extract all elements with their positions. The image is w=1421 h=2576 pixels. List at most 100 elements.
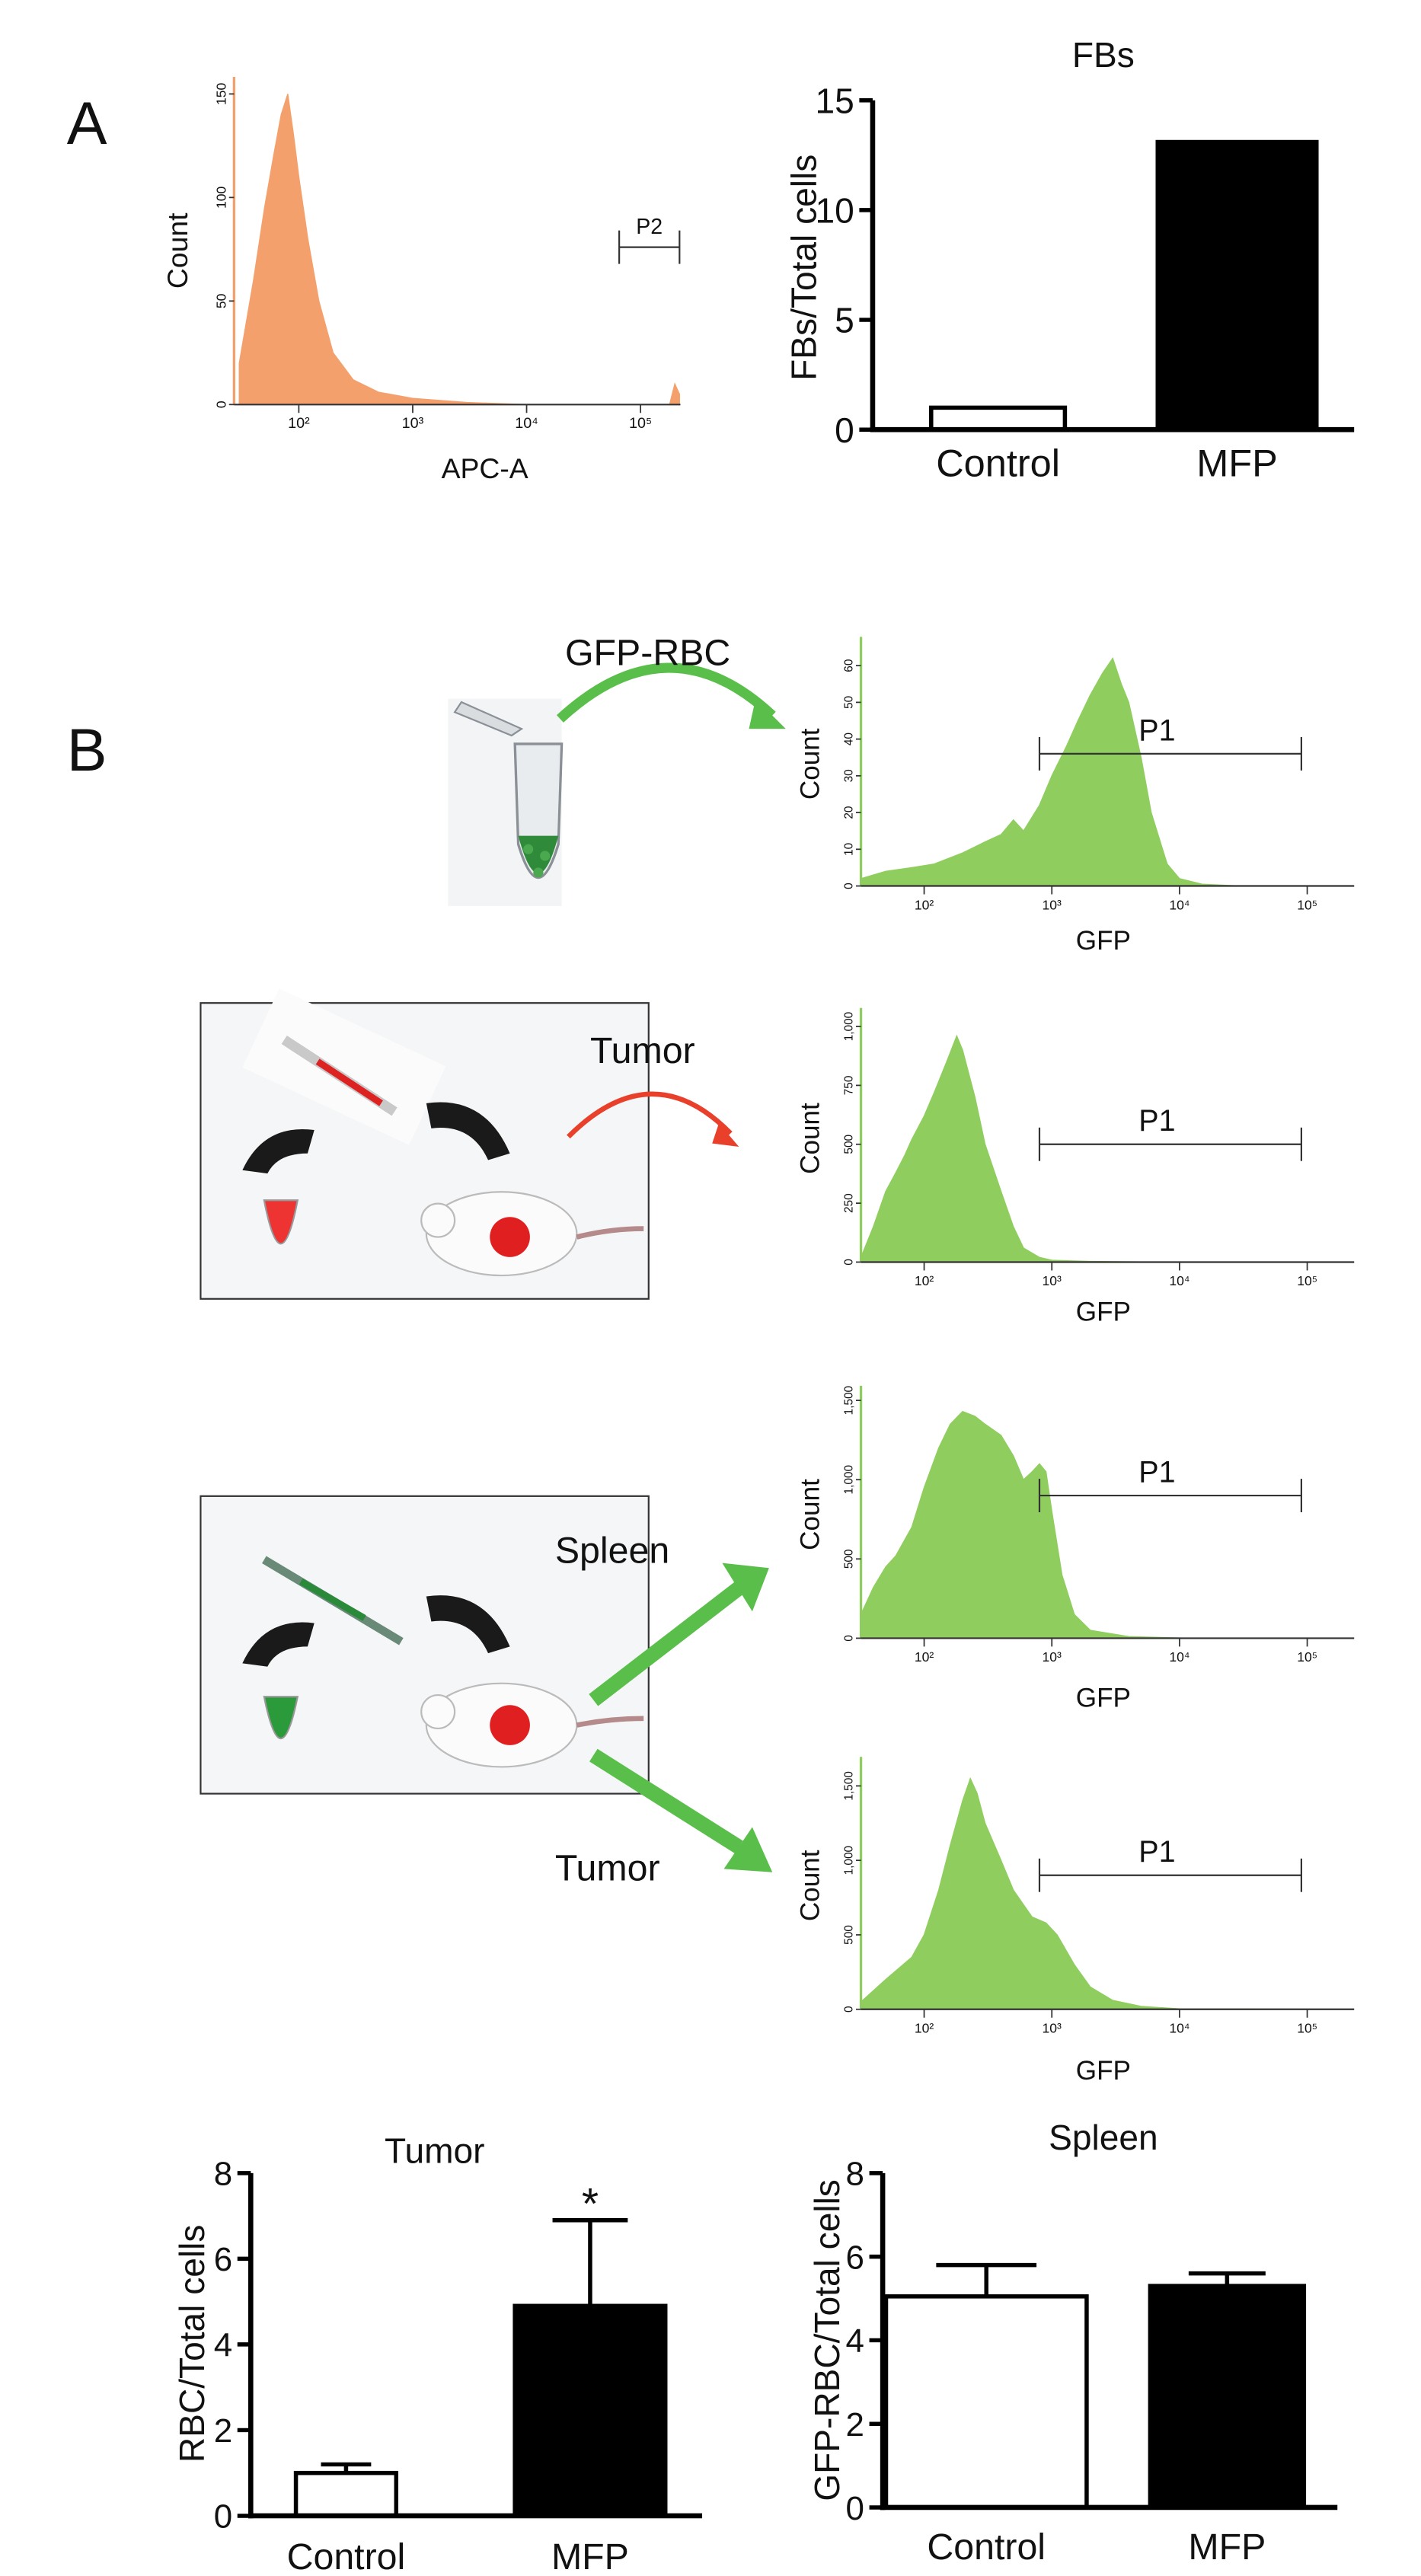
y-tick-label: 50 (213, 293, 228, 308)
histogram-area (238, 94, 680, 405)
gate-label: P1 (1138, 1835, 1175, 1869)
y-tick-label: 0 (843, 1635, 856, 1642)
y-tick-label: 20 (843, 806, 856, 819)
x-tick-label: 10² (915, 2021, 934, 2036)
y-tick-label: 40 (843, 733, 856, 745)
x-tick-label: 10⁵ (629, 415, 652, 432)
x-tick-label: 10⁴ (1169, 1649, 1189, 1665)
y-tick-label: 0 (843, 1259, 856, 1266)
x-tick-label: 10⁴ (515, 415, 538, 432)
x-tick-label: 10³ (1043, 1649, 1062, 1665)
y-tick-label: 8 (214, 2156, 232, 2193)
y-tick-label: 0 (843, 883, 856, 889)
y-tick-label: 1,000 (843, 1012, 856, 1041)
bar (1155, 139, 1319, 432)
x-tick-label: 10⁴ (1169, 897, 1189, 912)
y-tick-label: 100 (213, 186, 228, 209)
y-tick-label: 10 (843, 843, 856, 856)
injection-panel-red (200, 988, 650, 1300)
chart-title: FBs (1072, 35, 1135, 75)
significance-mark: * (582, 2180, 599, 2229)
y-tick-label: 1,000 (843, 1465, 856, 1494)
y-tick-label: 30 (843, 769, 856, 782)
x-tick-label: 10² (915, 1273, 934, 1288)
y-tick-label: 50 (843, 696, 856, 709)
annotation: Tumor (555, 1848, 660, 1889)
y-axis-label: GFP-RBC/Total cells (807, 2179, 847, 2501)
arrows (556, 662, 786, 1872)
histogram-area (860, 1410, 1355, 1639)
x-axis-label: GFP (1076, 926, 1131, 956)
x-tick-label: 10³ (1043, 1273, 1062, 1288)
x-axis-label: GFP (1076, 1683, 1131, 1713)
y-tick-label: 10 (816, 190, 854, 230)
chart-title: Tumor (385, 2131, 484, 2171)
x-axis-label: GFP (1076, 2056, 1131, 2086)
gate-label: P1 (1138, 1104, 1175, 1138)
x-tick-label: 10⁵ (1297, 897, 1317, 912)
x-tick-label: MFP (551, 2536, 629, 2576)
y-tick-label: 0 (843, 2006, 856, 2013)
annotation: GFP-RBC (565, 633, 730, 674)
x-tick-label: MFP (1188, 2527, 1266, 2568)
y-tick-label: 0 (213, 401, 228, 408)
y-tick-label: 150 (213, 83, 228, 106)
panel-label: B (67, 716, 107, 784)
y-tick-label: 500 (843, 1135, 856, 1154)
y-tick-label: 6 (214, 2241, 232, 2278)
y-axis-label: Count (161, 212, 193, 289)
x-tick-label: 10⁴ (1169, 1273, 1189, 1288)
bar (883, 2294, 1089, 2510)
y-tick-label: 6 (846, 2239, 864, 2276)
y-tick-label: 60 (843, 659, 856, 672)
y-tick-label: 4 (214, 2327, 232, 2364)
x-axis-label: APC-A (442, 452, 528, 484)
y-axis-label: Count (796, 1103, 825, 1174)
y-axis-label: RBC/Total cells (172, 2225, 212, 2463)
bar (929, 405, 1068, 432)
x-tick-label: 10⁵ (1297, 1649, 1317, 1665)
gate-label: P1 (1138, 1455, 1175, 1489)
histogram-area (860, 657, 1355, 887)
y-tick-label: 500 (843, 1549, 856, 1569)
injection-panel-green (200, 1495, 650, 1795)
panel-label: A (67, 89, 107, 157)
y-tick-label: 2 (214, 2412, 232, 2450)
x-tick-label: 10³ (1043, 897, 1062, 912)
y-tick-label: 4 (846, 2322, 864, 2360)
y-tick-label: 2 (846, 2406, 864, 2444)
y-tick-label: 5 (835, 301, 854, 340)
y-axis-label: Count (796, 1479, 825, 1550)
x-tick-label: 10³ (402, 415, 424, 432)
x-axis-label: GFP (1076, 1297, 1131, 1326)
x-tick-label: 10² (288, 415, 310, 432)
tube-illustration (448, 698, 564, 906)
annotation: Spleen (555, 1531, 669, 1572)
bar (513, 2303, 668, 2518)
x-tick-label: 10² (915, 1649, 934, 1665)
chart-title: Spleen (1049, 2118, 1158, 2157)
x-tick-label: Control (927, 2527, 1046, 2568)
y-tick-label: 0 (835, 410, 854, 450)
x-tick-label: Control (287, 2536, 406, 2576)
gate-label: P2 (636, 215, 663, 239)
x-tick-label: Control (936, 442, 1060, 485)
y-tick-label: 250 (843, 1193, 856, 1213)
y-tick-label: 1,500 (843, 1386, 856, 1415)
histogram-area (860, 1776, 1355, 2010)
y-axis-label: FBs/Total cells (784, 155, 823, 381)
y-axis-label: Count (796, 728, 825, 800)
x-tick-label: 10⁵ (1297, 2021, 1317, 2036)
y-axis-label: Count (796, 1850, 825, 1921)
bar (1148, 2284, 1307, 2510)
y-tick-label: 1,000 (843, 1846, 856, 1875)
x-tick-label: MFP (1196, 442, 1278, 485)
y-tick-label: 500 (843, 1925, 856, 1945)
gate-label: P1 (1138, 713, 1175, 747)
y-tick-label: 15 (816, 81, 854, 120)
x-tick-label: 10⁴ (1169, 2021, 1189, 2036)
annotation: Tumor (590, 1030, 695, 1071)
y-tick-label: 8 (846, 2156, 864, 2193)
